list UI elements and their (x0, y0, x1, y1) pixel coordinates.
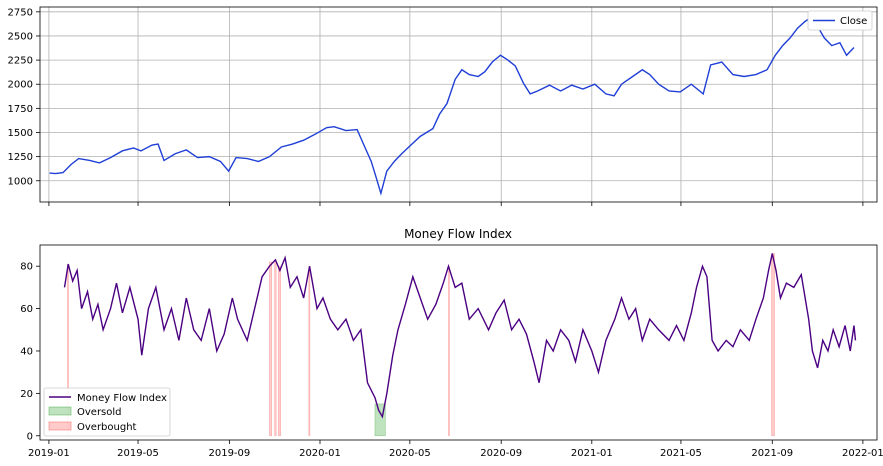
mfi-y-ticks: 0 20 40 60 80 (20, 262, 40, 442)
overbought-region (274, 259, 277, 437)
x-tick-label: 2021-05 (660, 448, 702, 459)
close-price-panel: 1000 1250 1500 1750 2000 2250 2500 2750 Close (8, 6, 878, 206)
x-tick-label: 2021-01 (571, 448, 613, 459)
close-legend-box (807, 10, 873, 31)
y-tick-label: 2500 (8, 31, 33, 42)
mfi-x-ticks: 2019-01 2019-05 2019-09 2020-01 2020-05 2020-… (28, 440, 883, 459)
close-grid (40, 7, 877, 202)
y-tick-label: 2000 (8, 80, 33, 91)
x-tick-label: 2019-01 (28, 448, 70, 459)
close-series-line (49, 15, 855, 196)
oversold-region (374, 403, 386, 437)
y-tick-label: 60 (20, 304, 33, 315)
close-axes-frame (39, 6, 878, 203)
close-x-ticks (48, 202, 864, 206)
mfi-title: Money Flow Index (404, 227, 512, 241)
y-tick-label: 1000 (8, 176, 33, 187)
y-tick-label: 1250 (8, 152, 33, 163)
overbought-region (448, 265, 450, 437)
x-tick-label: 2020-05 (389, 448, 431, 459)
close-legend: Close (807, 10, 873, 31)
mfi-plot-area (40, 245, 877, 440)
oversold-legend-swatch (48, 406, 72, 416)
overbought-region (308, 265, 311, 437)
mfi-legend-label: Money Flow Index (77, 393, 167, 404)
x-tick-label: 2021-09 (751, 448, 793, 459)
close-y-ticks: 1000 1250 1500 1750 2000 2250 2500 2750 (8, 7, 40, 187)
x-tick-label: 2020-09 (480, 448, 522, 459)
mfi-series-line (63, 253, 857, 419)
x-tick-label: 2022-01 (842, 448, 883, 459)
overbought-legend-label: Overbought (77, 422, 137, 433)
close-plot-area (40, 7, 877, 202)
overbought-region (278, 265, 281, 437)
oversold-legend-label: Oversold (77, 407, 122, 418)
overbought-legend-swatch (48, 421, 72, 431)
y-tick-label: 80 (20, 262, 33, 273)
x-tick-label: 2019-09 (208, 448, 250, 459)
mfi-legend-box (43, 387, 171, 437)
y-tick-label: 0 (27, 431, 33, 442)
mfi-axes-frame (39, 244, 878, 441)
close-legend-label: Close (840, 16, 867, 27)
y-tick-label: 40 (20, 346, 33, 357)
mfi-legend: Money Flow Index Oversold Overbought (43, 387, 171, 437)
y-tick-label: 20 (20, 389, 33, 400)
overbought-region (269, 261, 273, 437)
overbought-region (771, 253, 775, 437)
y-tick-label: 2250 (8, 56, 33, 67)
x-tick-label: 2019-05 (117, 448, 159, 459)
y-tick-label: 1750 (8, 104, 33, 115)
x-tick-label: 2020-01 (299, 448, 341, 459)
y-tick-label: 1500 (8, 128, 33, 139)
y-tick-label: 2750 (8, 7, 33, 18)
